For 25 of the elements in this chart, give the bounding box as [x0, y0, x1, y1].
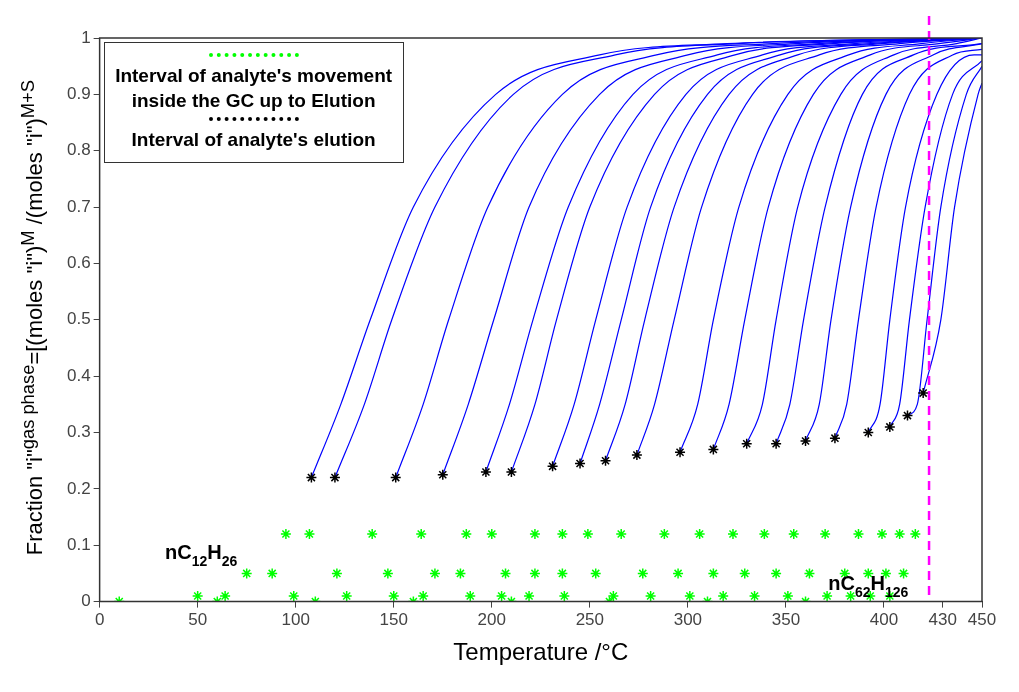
y-tick-label: 0.6 [66, 253, 91, 273]
y-tick-label: 0.3 [66, 422, 91, 442]
x-tick-label: 430 [928, 610, 957, 630]
x-tick-label: 200 [477, 610, 506, 630]
legend-label: Interval of analyte's elution [130, 128, 377, 152]
x-tick-label: 150 [379, 610, 408, 630]
y-tick-label: 0.7 [66, 196, 91, 216]
y-tick-label: 0.2 [66, 478, 91, 498]
legend-label: Interval of analyte's movement inside the GC up to Elution [114, 64, 394, 113]
x-tick-label: 400 [869, 610, 899, 630]
x-tick-label: 0 [94, 610, 105, 630]
x-axis-title: Temperature /°C [452, 638, 630, 666]
x-tick-label: 250 [575, 610, 605, 630]
x-tick-label: 50 [188, 610, 208, 630]
y-tick-label: 0.5 [66, 309, 91, 329]
x-tick-label: 300 [673, 610, 703, 630]
y-tick-label: 0.1 [66, 534, 91, 554]
y-tick-label: 0.8 [66, 140, 91, 160]
y-tick-label: 0.4 [66, 365, 91, 385]
y-tick-label: 0.9 [66, 84, 91, 104]
x-tick-label: 350 [771, 610, 801, 630]
x-tick-label: 450 [967, 610, 997, 630]
x-tick-label: 100 [281, 610, 310, 630]
y-tick-label: 1 [81, 27, 91, 47]
y-tick-label: 0 [81, 591, 91, 611]
